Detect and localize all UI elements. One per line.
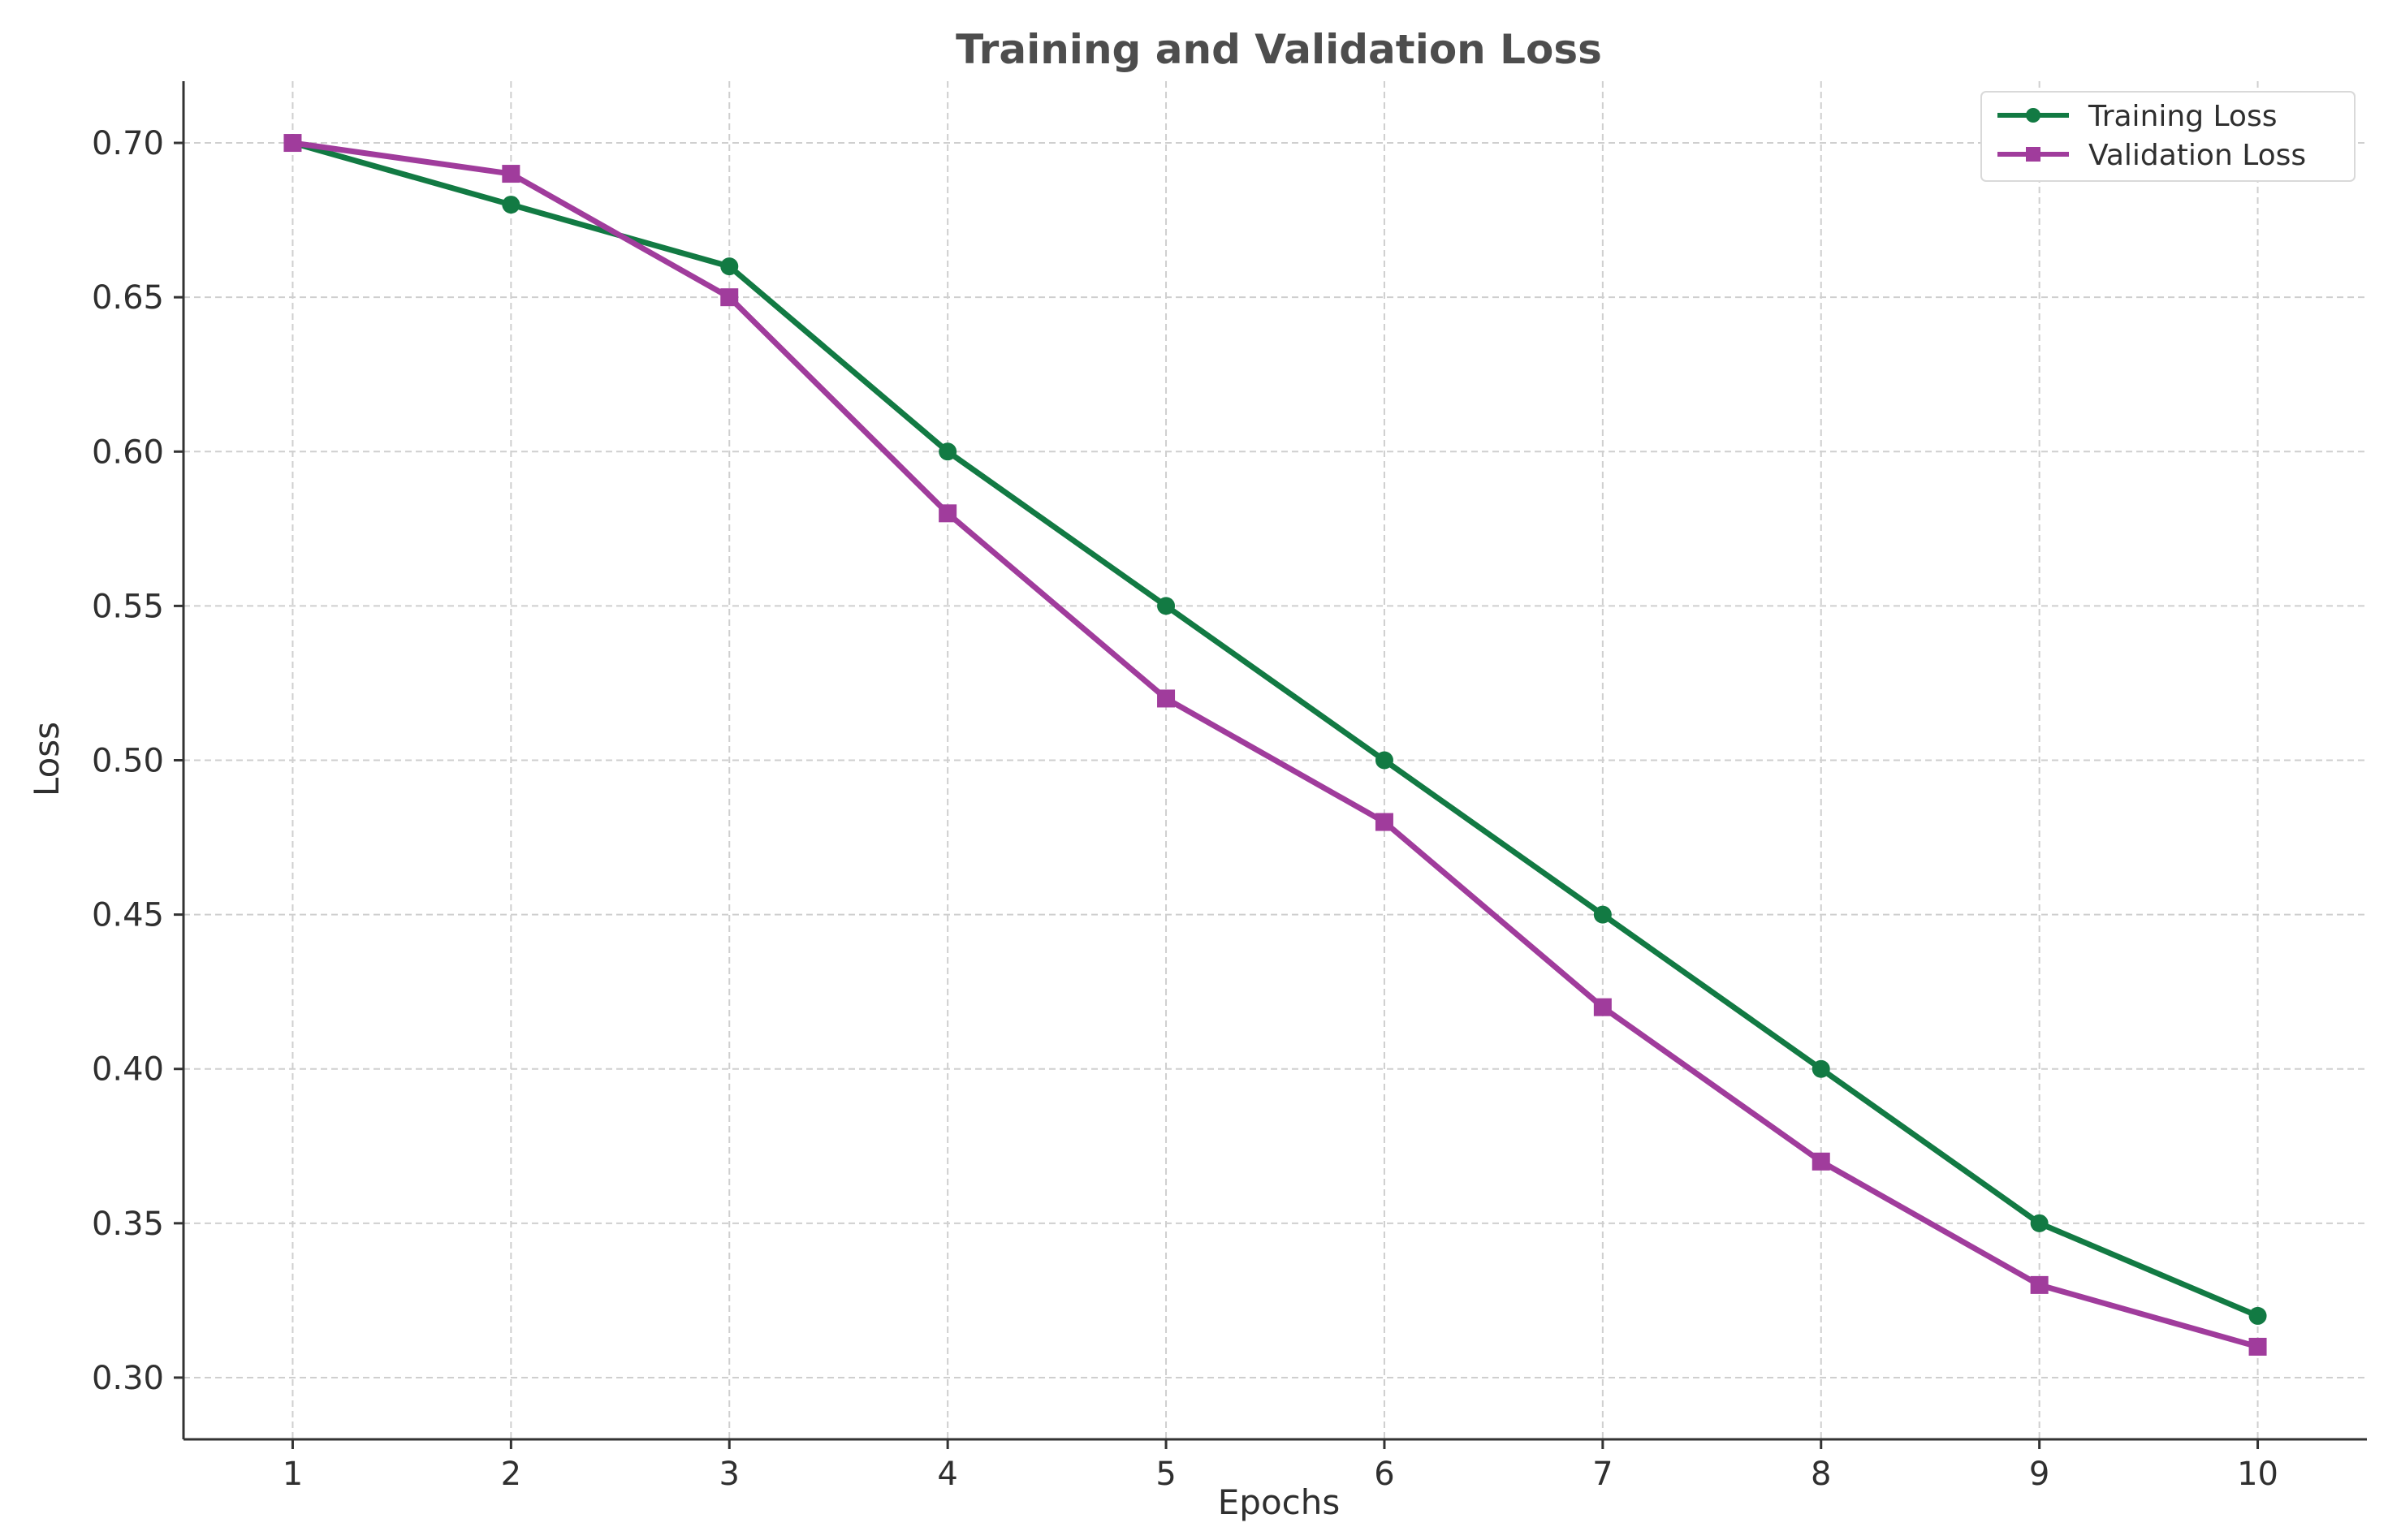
point-training-loss-epoch-6 (1375, 751, 1393, 770)
y-tick-label-0.65: 0.65 (92, 279, 164, 317)
point-validation-loss-epoch-6 (1375, 813, 1393, 831)
point-validation-loss-epoch-7 (1593, 998, 1612, 1016)
legend-label-validation: Validation Loss (2088, 139, 2306, 172)
point-training-loss-epoch-9 (2030, 1214, 2049, 1232)
chart-title: Training and Validation Loss (956, 26, 1602, 73)
x-tick-label-2: 2 (501, 1456, 521, 1493)
point-training-loss-epoch-7 (1593, 905, 1612, 924)
x-tick-label-9: 9 (2029, 1456, 2049, 1493)
y-tick-label-0.60: 0.60 (92, 434, 164, 471)
point-training-loss-epoch-2 (502, 196, 520, 214)
legend-marker-validation (2026, 147, 2040, 162)
point-training-loss-epoch-5 (1157, 597, 1176, 615)
x-tick-label-3: 3 (719, 1456, 740, 1493)
axes: 1 2 3 4 5 6 7 8 9 10 0.30 0.35 0.40 0.45 0.50 0.55 0.60 0… (92, 81, 2367, 1493)
point-validation-loss-epoch-9 (2030, 1275, 2049, 1294)
point-validation-loss-epoch-1 (283, 134, 302, 153)
data-series (283, 134, 2267, 1356)
y-tick-label-0.45: 0.45 (92, 897, 164, 934)
series-line-validation-loss (289, 140, 2261, 1350)
y-tick-label-0.70: 0.70 (92, 125, 164, 162)
point-validation-loss-epoch-8 (1812, 1152, 1830, 1171)
point-training-loss-epoch-3 (720, 257, 739, 276)
legend: Training Loss Validation Loss (1980, 91, 2356, 182)
point-validation-loss-epoch-10 (2248, 1337, 2267, 1356)
point-training-loss-epoch-8 (1812, 1059, 1830, 1078)
x-tick-label-10: 10 (2237, 1456, 2278, 1493)
x-tick-label-1: 1 (283, 1456, 303, 1493)
point-validation-loss-epoch-3 (720, 288, 739, 307)
legend-marker-training (2026, 108, 2040, 123)
x-tick-label-5: 5 (1155, 1456, 1176, 1493)
point-validation-loss-epoch-2 (502, 165, 520, 183)
point-validation-loss-epoch-4 (939, 504, 957, 523)
y-tick-label-0.30: 0.30 (92, 1360, 164, 1397)
x-tick-label-8: 8 (1811, 1456, 1831, 1493)
y-tick-label-0.50: 0.50 (92, 743, 164, 780)
y-tick-label-0.35: 0.35 (92, 1206, 164, 1243)
y-tick-label-0.55: 0.55 (92, 588, 164, 625)
point-training-loss-epoch-4 (939, 442, 957, 461)
y-axis-label: Loss (27, 722, 67, 796)
grid (184, 81, 2367, 1439)
y-tick-label-0.40: 0.40 (92, 1051, 164, 1089)
point-validation-loss-epoch-5 (1157, 689, 1176, 708)
point-training-loss-epoch-10 (2248, 1306, 2267, 1325)
x-tick-label-6: 6 (1374, 1456, 1394, 1493)
legend-box (1980, 91, 2356, 182)
legend-label-training: Training Loss (2088, 100, 2277, 133)
x-tick-label-7: 7 (1592, 1456, 1613, 1493)
x-axis-label: Epochs (1218, 1482, 1341, 1522)
x-tick-label-4: 4 (937, 1456, 957, 1493)
